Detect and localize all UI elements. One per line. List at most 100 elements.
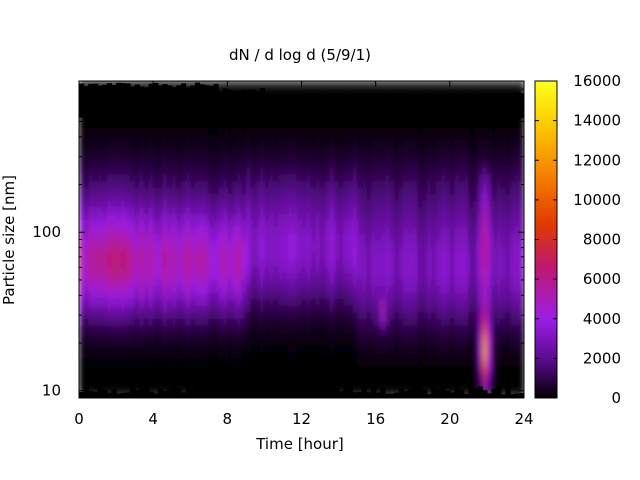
heatmap-cell xyxy=(343,166,349,175)
lower-black-band xyxy=(454,385,460,398)
heatmap-cell xyxy=(347,358,354,366)
heatmap-cell xyxy=(282,127,289,135)
heatmap-cell xyxy=(116,272,122,280)
heatmap-cell xyxy=(491,331,497,340)
heatmap-cell xyxy=(255,199,261,208)
heatmap-cell xyxy=(440,358,446,366)
heatmap-cell xyxy=(371,252,377,260)
heatmap-cell xyxy=(296,127,303,135)
heatmap-cell xyxy=(440,219,446,227)
heatmap-cell xyxy=(88,384,94,392)
heatmap-cell xyxy=(83,345,89,353)
heatmap-cell xyxy=(116,193,122,201)
heatmap-cell xyxy=(463,364,469,373)
upper-black-band xyxy=(287,96,293,116)
heatmap-cell xyxy=(83,312,89,320)
heatmap-cell xyxy=(496,351,502,359)
heatmap-cell xyxy=(120,232,126,241)
heatmap-cell xyxy=(148,305,154,313)
heatmap-cell xyxy=(88,358,94,366)
heatmap-cell xyxy=(352,219,358,227)
heatmap-cell xyxy=(111,252,117,260)
heatmap-cell xyxy=(116,358,122,366)
heatmap-cell xyxy=(125,259,131,267)
heatmap-cell xyxy=(236,252,242,260)
heatmap-cell xyxy=(139,114,145,122)
heatmap-cell xyxy=(176,226,182,234)
heatmap-cell xyxy=(194,140,201,148)
heatmap-cell xyxy=(139,153,145,161)
heatmap-cell xyxy=(320,325,326,333)
heatmap-cell xyxy=(129,140,136,148)
heatmap-cell xyxy=(482,127,488,135)
heatmap-cell xyxy=(190,364,196,373)
heatmap-cell xyxy=(129,325,136,333)
heatmap-cell xyxy=(519,147,524,155)
heatmap-cell xyxy=(250,279,256,287)
upper-black-band xyxy=(366,93,372,118)
heatmap-cell xyxy=(264,160,270,168)
heatmap-cell xyxy=(482,226,488,234)
heatmap-cell xyxy=(292,133,298,142)
heatmap-cell xyxy=(431,305,437,313)
heatmap-cell xyxy=(486,298,493,307)
heatmap-cell xyxy=(505,351,511,359)
x-axis: 0 4 8 12 16 20 24 xyxy=(74,81,534,428)
heatmap-cell xyxy=(500,166,507,175)
heatmap-cell xyxy=(148,384,154,392)
heatmap-cell xyxy=(505,239,511,247)
heatmap-cell xyxy=(296,87,303,95)
heatmap-cell xyxy=(477,239,483,247)
heatmap-cell xyxy=(153,279,159,287)
heatmap-cell xyxy=(324,285,330,293)
heatmap-cell xyxy=(157,265,164,274)
heatmap-cell xyxy=(380,338,386,346)
heatmap-cell xyxy=(218,292,224,300)
heatmap-cell xyxy=(102,206,108,214)
heatmap-cell xyxy=(361,87,367,95)
heatmap-cell xyxy=(273,186,279,194)
heatmap-cell xyxy=(176,173,182,181)
heatmap-cell xyxy=(106,364,113,373)
heatmap-cell xyxy=(167,239,173,247)
heatmap-cell xyxy=(514,147,520,155)
heatmap-cell xyxy=(491,133,497,142)
heatmap-cell xyxy=(486,312,493,320)
upper-black-band xyxy=(519,93,524,119)
heatmap-cell xyxy=(338,358,344,366)
heatmap-cell xyxy=(329,186,335,194)
heatmap-cell xyxy=(306,305,312,313)
heatmap-cell xyxy=(422,252,428,260)
heatmap-cell xyxy=(199,173,205,181)
heatmap-cell xyxy=(231,259,238,267)
heatmap-cell xyxy=(477,180,483,188)
heatmap-cell xyxy=(79,120,85,128)
heatmap-cell xyxy=(194,219,201,227)
heatmap-cell xyxy=(199,206,205,214)
heatmap-cell xyxy=(324,358,330,366)
heatmap-cell xyxy=(482,239,488,247)
heatmap-cell xyxy=(245,199,252,208)
heatmap-cell xyxy=(394,331,400,340)
heatmap-cell xyxy=(92,114,99,122)
heatmap-cell xyxy=(408,312,414,320)
heatmap-cell xyxy=(106,298,113,307)
heatmap-cell xyxy=(324,318,330,326)
heatmap-cell xyxy=(125,180,131,188)
heatmap-cell xyxy=(417,193,423,201)
heatmap-cell xyxy=(440,272,446,280)
heatmap-cell xyxy=(92,358,99,366)
heatmap-cell xyxy=(361,160,367,168)
heatmap-cell xyxy=(431,272,437,280)
heatmap-cell xyxy=(208,246,215,254)
heatmap-cell xyxy=(139,292,145,300)
heatmap-cell xyxy=(477,345,483,353)
heatmap-cell xyxy=(417,81,423,89)
heatmap-cell xyxy=(324,252,330,260)
heatmap-cell xyxy=(324,81,330,89)
heatmap-cell xyxy=(171,252,177,260)
heatmap-cell xyxy=(422,153,428,161)
heatmap-cell xyxy=(412,120,418,128)
heatmap-cell xyxy=(496,272,502,280)
heatmap-cell xyxy=(116,147,122,155)
